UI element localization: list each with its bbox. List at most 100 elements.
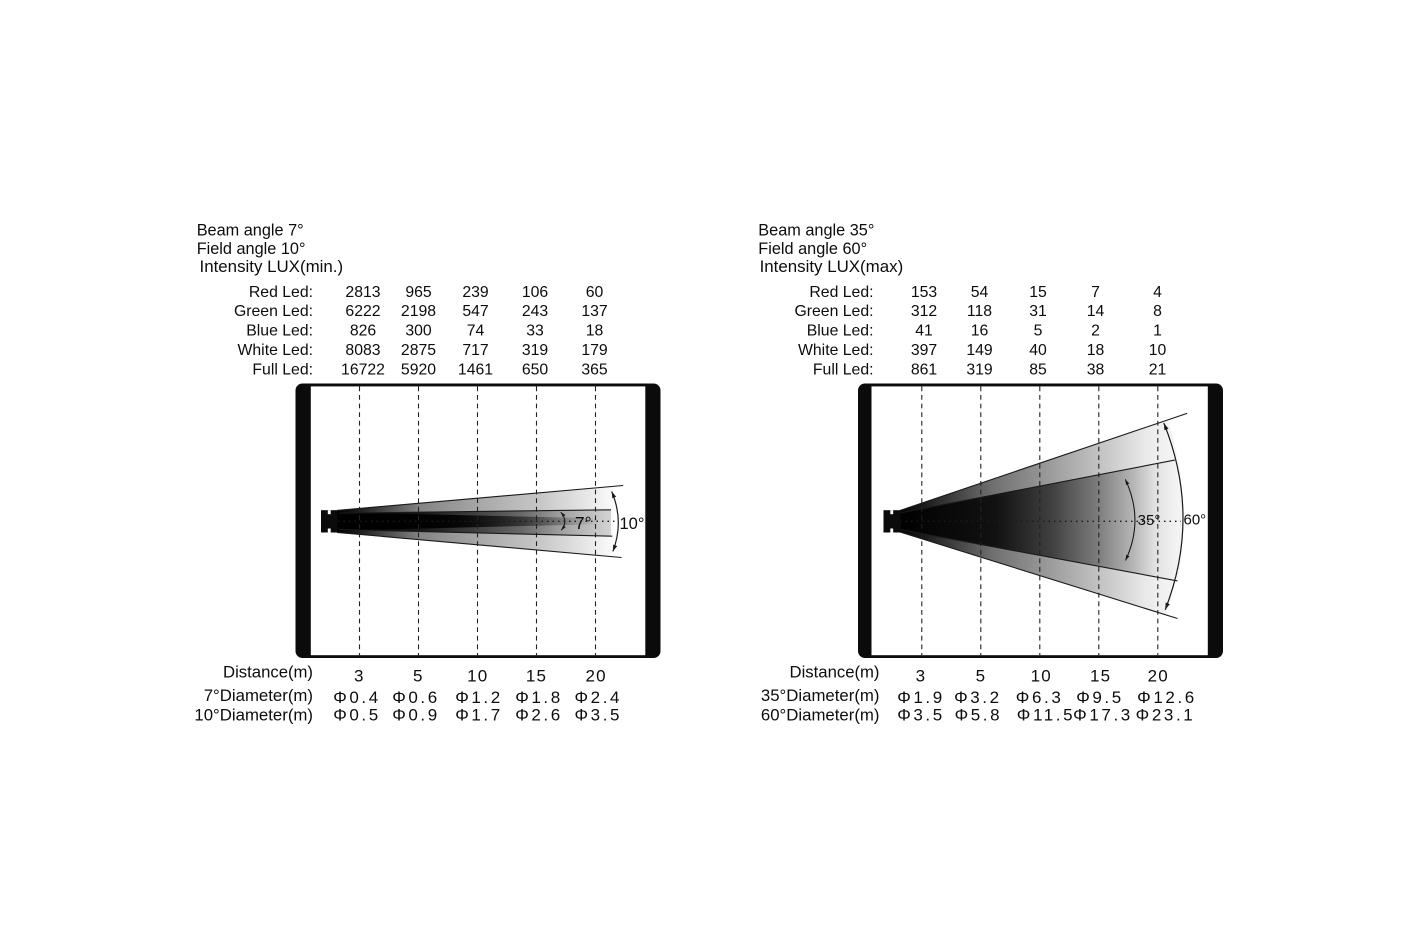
svg-text:7°: 7° bbox=[575, 513, 592, 533]
svg-text:3: 3 bbox=[916, 667, 927, 686]
svg-text:Φ0.5: Φ0.5 bbox=[333, 705, 381, 724]
svg-text:6222: 6222 bbox=[345, 303, 380, 320]
svg-text:18: 18 bbox=[1087, 342, 1105, 359]
svg-text:1: 1 bbox=[1153, 323, 1162, 340]
svg-text:826: 826 bbox=[350, 323, 377, 340]
svg-text:Φ1.9: Φ1.9 bbox=[897, 688, 945, 707]
svg-text:Φ0.6: Φ0.6 bbox=[392, 688, 440, 707]
svg-text:Beam angle 35°: Beam angle 35° bbox=[758, 221, 874, 239]
svg-text:10: 10 bbox=[467, 667, 488, 686]
svg-text:397: 397 bbox=[911, 342, 937, 359]
svg-text:319: 319 bbox=[966, 361, 993, 378]
svg-text:3: 3 bbox=[354, 667, 365, 686]
svg-text:2: 2 bbox=[1091, 323, 1100, 340]
svg-text:7: 7 bbox=[1091, 284, 1100, 301]
svg-text:Green Led:: Green Led: bbox=[794, 303, 873, 320]
svg-text:Distance(m): Distance(m) bbox=[223, 663, 313, 682]
svg-text:Blue Led:: Blue Led: bbox=[807, 323, 874, 340]
svg-text:31: 31 bbox=[1029, 303, 1047, 320]
svg-text:8: 8 bbox=[1153, 303, 1162, 320]
svg-text:40: 40 bbox=[1029, 342, 1047, 359]
svg-text:10°: 10° bbox=[620, 515, 645, 533]
svg-text:60: 60 bbox=[586, 284, 604, 301]
svg-text:Φ3.5: Φ3.5 bbox=[574, 705, 622, 724]
svg-text:8083: 8083 bbox=[345, 342, 380, 359]
svg-text:38: 38 bbox=[1087, 361, 1105, 378]
svg-text:16722: 16722 bbox=[341, 361, 385, 378]
svg-text:Red Led:: Red Led: bbox=[249, 284, 313, 301]
svg-text:312: 312 bbox=[911, 303, 937, 320]
svg-text:239: 239 bbox=[462, 284, 489, 301]
svg-text:15: 15 bbox=[526, 667, 547, 686]
svg-text:Φ5.8: Φ5.8 bbox=[955, 705, 1003, 724]
svg-text:2875: 2875 bbox=[401, 342, 436, 359]
svg-text:118: 118 bbox=[967, 303, 992, 320]
svg-text:2813: 2813 bbox=[345, 284, 380, 301]
svg-text:Φ0.4: Φ0.4 bbox=[333, 688, 381, 707]
svg-text:60°: 60° bbox=[1184, 511, 1207, 528]
svg-text:White Led:: White Led: bbox=[798, 342, 874, 359]
svg-text:14: 14 bbox=[1087, 303, 1105, 320]
svg-text:Φ12.6: Φ12.6 bbox=[1137, 688, 1197, 707]
svg-text:5920: 5920 bbox=[401, 361, 436, 378]
svg-text:Φ3.5: Φ3.5 bbox=[897, 705, 945, 724]
svg-text:20: 20 bbox=[1148, 667, 1169, 686]
svg-text:300: 300 bbox=[405, 323, 432, 340]
svg-text:Φ2.4: Φ2.4 bbox=[574, 688, 622, 707]
svg-text:243: 243 bbox=[522, 303, 549, 320]
svg-text:5: 5 bbox=[1034, 323, 1043, 340]
svg-text:1461: 1461 bbox=[458, 361, 493, 378]
svg-text:319: 319 bbox=[522, 342, 549, 359]
svg-text:Φ1.7: Φ1.7 bbox=[455, 705, 503, 724]
svg-text:41: 41 bbox=[915, 323, 933, 340]
svg-text:Distance(m): Distance(m) bbox=[790, 663, 880, 682]
svg-text:Intensity LUX(min.): Intensity LUX(min.) bbox=[200, 257, 344, 276]
svg-text:Φ11.5: Φ11.5 bbox=[1017, 705, 1075, 724]
svg-text:Φ23.1: Φ23.1 bbox=[1136, 705, 1196, 724]
svg-text:717: 717 bbox=[462, 342, 488, 359]
svg-text:Φ17.3: Φ17.3 bbox=[1073, 705, 1133, 724]
svg-text:Red Led:: Red Led: bbox=[809, 284, 873, 301]
svg-text:5: 5 bbox=[413, 667, 424, 686]
svg-text:861: 861 bbox=[911, 361, 938, 378]
svg-text:650: 650 bbox=[522, 361, 549, 378]
svg-text:15: 15 bbox=[1090, 667, 1111, 686]
svg-text:Φ3.2: Φ3.2 bbox=[954, 688, 1002, 707]
svg-text:Φ9.5: Φ9.5 bbox=[1076, 688, 1124, 707]
svg-text:365: 365 bbox=[581, 361, 608, 378]
svg-text:149: 149 bbox=[966, 342, 993, 359]
svg-text:60°Diameter(m): 60°Diameter(m) bbox=[761, 706, 880, 725]
svg-text:21: 21 bbox=[1149, 361, 1167, 378]
svg-text:7°Diameter(m): 7°Diameter(m) bbox=[204, 686, 313, 705]
svg-text:85: 85 bbox=[1029, 361, 1047, 378]
svg-text:965: 965 bbox=[405, 284, 432, 301]
svg-text:547: 547 bbox=[462, 303, 488, 320]
svg-text:Green Led:: Green Led: bbox=[234, 303, 313, 320]
svg-text:16: 16 bbox=[971, 323, 989, 340]
svg-text:2198: 2198 bbox=[401, 303, 436, 320]
svg-text:Φ1.2: Φ1.2 bbox=[455, 688, 503, 707]
svg-text:74: 74 bbox=[467, 323, 485, 340]
svg-text:Field angle 10°: Field angle 10° bbox=[197, 240, 306, 258]
svg-text:18: 18 bbox=[586, 323, 604, 340]
svg-text:153: 153 bbox=[911, 284, 938, 301]
svg-text:35°: 35° bbox=[1138, 512, 1161, 529]
svg-text:Φ0.9: Φ0.9 bbox=[392, 705, 440, 724]
svg-text:10: 10 bbox=[1031, 667, 1052, 686]
svg-text:Intensity LUX(max): Intensity LUX(max) bbox=[760, 257, 904, 276]
svg-text:106: 106 bbox=[522, 284, 549, 301]
svg-text:Field angle 60°: Field angle 60° bbox=[758, 240, 867, 258]
svg-text:Φ2.6: Φ2.6 bbox=[515, 705, 563, 724]
svg-text:54: 54 bbox=[971, 284, 989, 301]
svg-text:Φ6.3: Φ6.3 bbox=[1016, 688, 1064, 707]
svg-text:White Led:: White Led: bbox=[237, 342, 313, 359]
svg-text:5: 5 bbox=[976, 667, 987, 686]
svg-text:179: 179 bbox=[581, 342, 608, 359]
svg-text:10°Diameter(m): 10°Diameter(m) bbox=[194, 706, 313, 725]
svg-text:137: 137 bbox=[581, 303, 607, 320]
svg-text:Φ1.8: Φ1.8 bbox=[515, 688, 563, 707]
svg-text:33: 33 bbox=[526, 323, 544, 340]
svg-text:Beam angle 7°: Beam angle 7° bbox=[197, 221, 304, 239]
svg-text:4: 4 bbox=[1153, 284, 1162, 301]
svg-text:10: 10 bbox=[1149, 342, 1167, 359]
